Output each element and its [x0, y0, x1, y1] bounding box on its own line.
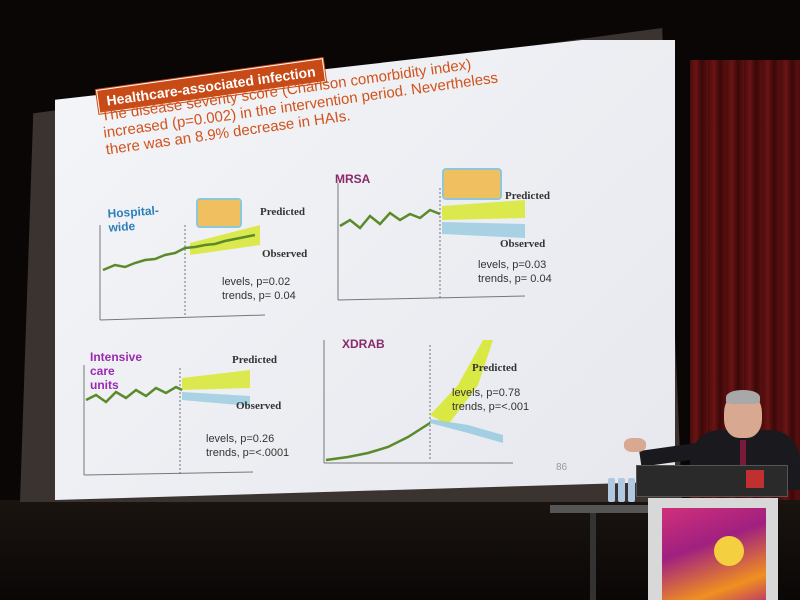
speaker-hair — [726, 390, 760, 404]
predicted-label: Predicted — [260, 206, 306, 218]
podium-logo-icon — [746, 470, 764, 488]
observed-label: Observed — [236, 400, 282, 412]
water-bottle — [608, 478, 615, 502]
xdrab-chart — [323, 340, 513, 464]
stats: levels, p=0.03 trends, p= 0.04 — [478, 258, 552, 286]
stat-levels: levels, p=0.03 — [478, 259, 547, 271]
stat-trends: trends, p=<.0001 — [206, 447, 290, 459]
speaker-tie — [740, 440, 746, 466]
water-bottle — [628, 478, 635, 502]
stats: levels, p=0.02 trends, p= 0.04 — [222, 275, 296, 303]
stat-trends: trends, p= 0.04 — [478, 273, 552, 285]
water-bottle — [618, 478, 625, 502]
stats: levels, p=0.26 trends, p=<.0001 — [206, 432, 289, 460]
panel-title: XDRAB — [342, 337, 385, 351]
podium-artwork — [662, 508, 766, 600]
stat-levels: levels, p=0.26 — [206, 433, 275, 445]
predicted-label: Predicted — [232, 354, 278, 366]
icu-chart — [83, 365, 254, 476]
predicted-label: Predicted — [472, 362, 518, 374]
hand-wash-icon — [442, 168, 502, 200]
page-number: 86 — [556, 462, 568, 473]
slide — [55, 40, 675, 500]
stat-levels: levels, p=0.78 — [452, 387, 521, 399]
panel-title: MRSA — [335, 172, 371, 186]
side-table — [550, 505, 650, 513]
table-leg — [590, 513, 596, 600]
stat-trends: trends, p=<.001 — [452, 401, 530, 413]
speaker-hand — [624, 438, 646, 452]
mrsa-chart — [337, 183, 526, 301]
stats: levels, p=0.78 trends, p=<.001 — [452, 386, 529, 414]
hospital-wide-chart — [99, 225, 266, 321]
stat-trends: trends, p= 0.04 — [222, 290, 296, 302]
observed-label: Observed — [262, 248, 308, 260]
hand-wash-icon — [196, 198, 242, 228]
flower-shape — [714, 536, 744, 566]
observed-label: Observed — [500, 238, 546, 250]
stat-levels: levels, p=0.02 — [222, 276, 291, 288]
panel-title: Intensive care units — [90, 350, 143, 392]
podium-top — [636, 465, 788, 497]
predicted-label: Predicted — [505, 190, 551, 202]
